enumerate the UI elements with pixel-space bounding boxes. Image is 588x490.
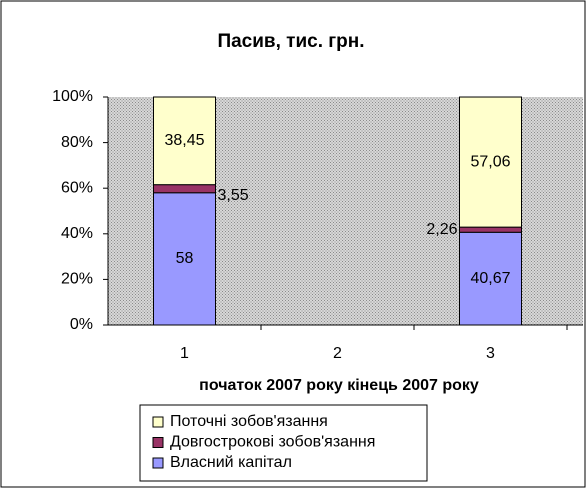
legend-box [139,404,428,482]
y-tick-label: 20% [61,271,93,288]
y-tick-label: 40% [61,225,93,242]
bar-segment [459,226,522,233]
legend-label: Довгострокові зобов'язання [170,434,375,451]
data-label: 58 [176,250,194,267]
legend: Власний капітал Довгострокові зобов'язанн… [152,413,375,471]
chart-title: Пасив, тис. грн. [217,31,364,52]
data-label: 40,67 [470,270,510,287]
legend-swatch [152,437,164,448]
legend-swatch [152,416,164,428]
x-tick-label: 1 [180,345,189,362]
y-tick-label: 0% [70,316,93,333]
bar-segment [153,96,216,186]
data-label: 2,26 [426,221,457,238]
y-tick-label: 80% [61,134,93,151]
bar-segment [459,96,522,228]
bar-segment [153,184,216,194]
bar-segment [459,231,522,326]
legend-swatch [152,457,164,469]
legend-label: Власний капітал [170,454,292,471]
x-axis-title: початок 2007 року кінець 2007 року [199,377,479,394]
data-label: 3,55 [218,187,249,204]
x-tick-label: 2 [333,345,342,362]
data-label: 38,45 [164,132,204,149]
y-tick-label: 60% [61,179,93,196]
data-label: 57,06 [470,153,510,170]
legend-label: Поточні зобов'язання [170,413,328,430]
x-tick-label: 3 [486,345,495,362]
y-tick-label: 100% [52,88,93,105]
